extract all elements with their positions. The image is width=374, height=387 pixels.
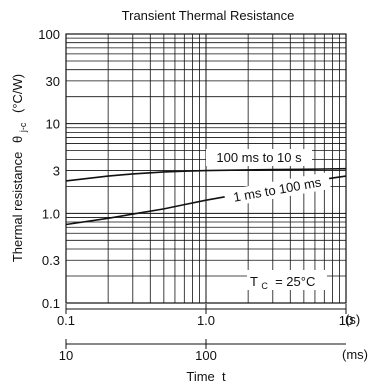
plot-area (65, 33, 347, 304)
y-tick-label: 1.0 (42, 206, 60, 221)
svg-text:T C = 25°C: T C = 25°C (250, 274, 315, 292)
y-axis-label-subscript: j-c (18, 122, 28, 133)
y-axis-ticks: 100 30 10 3 1.0 0.3 0.1 (38, 27, 60, 311)
series-line-1 (65, 167, 347, 182)
condition-annotation: T C = 25°C (247, 270, 327, 292)
svg-text:Thermal resistance θ: Thermal resistance θ j-c (°C/W) (10, 74, 29, 262)
y-axis-label-symbol: θ (10, 136, 25, 143)
y-tick-label: 10 (46, 117, 60, 132)
y-tick-label: 100 (38, 27, 60, 42)
x-axis-milliseconds-tick-label: 10 (59, 348, 73, 363)
x-axis-seconds-tick-label: 0.1 (57, 313, 75, 328)
y-tick-label: 3 (53, 164, 60, 179)
x-axis-seconds-tick-label: 10 (339, 313, 353, 328)
series-label-1ms-to-100ms: 1 ms to 100 ms (232, 174, 323, 204)
x-axis-seconds-tick-label: 1.0 (197, 313, 215, 328)
annotation-value: = 25°C (271, 274, 315, 289)
x-axis-label: Time t (186, 369, 226, 384)
x-axis-milliseconds-tick-label: 100 (195, 348, 217, 363)
y-tick-label: 0.1 (42, 296, 60, 311)
y-tick-label: 30 (46, 74, 60, 89)
x-axis-milliseconds-unit: (ms) (342, 347, 368, 362)
y-axis-label-unit: (°C/W) (10, 74, 25, 113)
chart-title: Transient Thermal Resistance (122, 8, 295, 23)
series-label-100ms-to-10s: 100 ms to 10 s (216, 150, 302, 165)
x-axis-seconds-unit: (s) (345, 312, 360, 327)
x-axis-seconds: 0.1 1.0 10 (57, 304, 353, 328)
y-tick-label: 0.3 (42, 253, 60, 268)
series-label-long: 100 ms to 10 s (206, 149, 312, 166)
y-axis-label: Thermal resistance θ j-c (°C/W) (10, 74, 29, 262)
annotation-subscript: C (261, 281, 268, 291)
annotation-symbol: T (250, 274, 258, 289)
plot-frame (65, 33, 347, 304)
y-axis-label-main: Thermal resistance (10, 152, 25, 263)
